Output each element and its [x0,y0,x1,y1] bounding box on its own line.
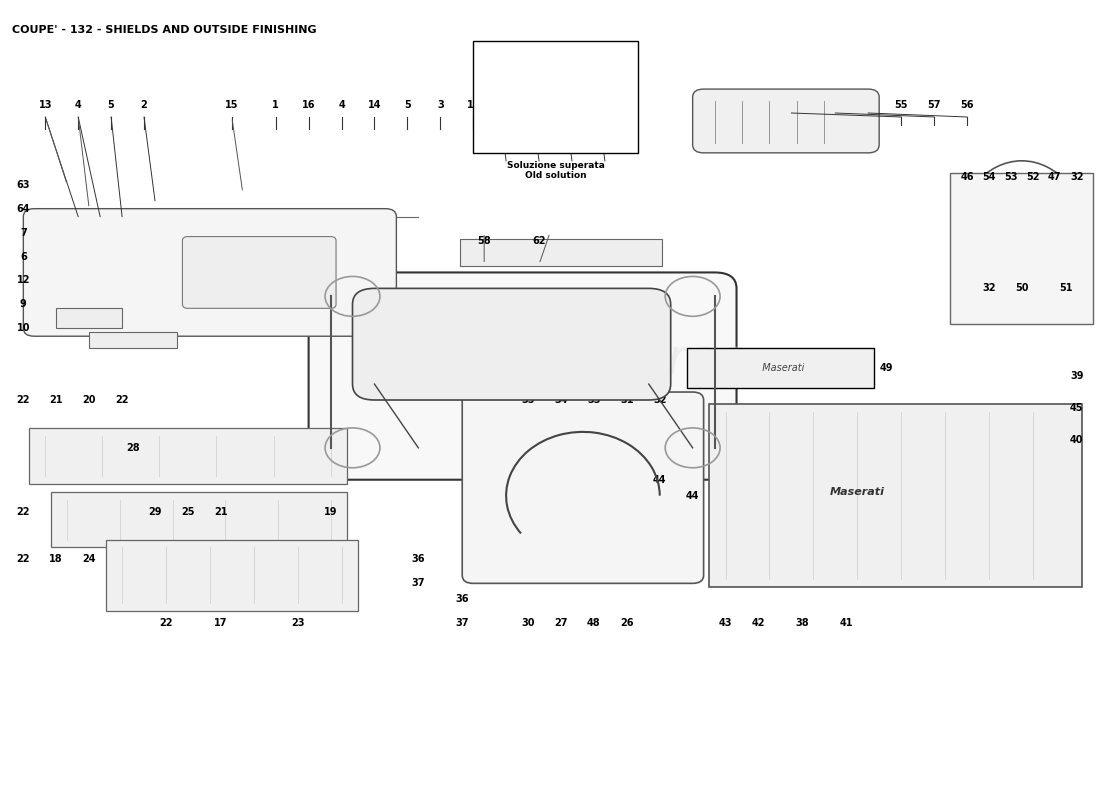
Text: 1: 1 [273,100,279,110]
Text: 26: 26 [620,618,634,628]
Text: 64: 64 [16,204,30,214]
FancyBboxPatch shape [29,428,346,484]
Text: 32: 32 [982,283,996,294]
Text: 37: 37 [411,578,425,588]
Text: 60: 60 [560,100,573,110]
FancyBboxPatch shape [950,173,1093,324]
Text: 62: 62 [532,235,546,246]
Text: 41: 41 [839,618,853,628]
Text: 18: 18 [50,554,63,565]
Text: 35: 35 [521,395,535,405]
Text: 22: 22 [16,395,30,405]
Text: 22: 22 [116,395,129,405]
Text: 22: 22 [16,554,30,565]
Text: 44: 44 [653,474,667,485]
Text: 25: 25 [182,506,195,517]
Text: 32: 32 [653,395,667,405]
Bar [56,308,122,328]
Text: COUPE' - 132 - SHIELDS AND OUTSIDE FINISHING: COUPE' - 132 - SHIELDS AND OUTSIDE FINIS… [12,26,317,35]
FancyBboxPatch shape [106,539,358,611]
Text: 22: 22 [160,618,173,628]
Text: 10: 10 [16,323,30,334]
Text: 21: 21 [50,395,63,405]
Text: 4: 4 [75,100,81,110]
Text: 15: 15 [466,100,480,110]
Text: 44: 44 [686,490,700,501]
Text: 14: 14 [367,100,382,110]
Text: 5: 5 [404,100,410,110]
Text: 4: 4 [338,100,345,110]
Text: 46: 46 [960,172,974,182]
Text: 29: 29 [148,506,162,517]
FancyBboxPatch shape [693,89,879,153]
Text: 45: 45 [1070,403,1084,413]
Text: Soluzione superata
Old solution: Soluzione superata Old solution [506,161,604,180]
Text: 31: 31 [620,395,634,405]
Text: 22: 22 [16,506,30,517]
Text: 21: 21 [214,506,228,517]
Text: 16: 16 [301,100,316,110]
Text: 56: 56 [960,100,974,110]
Text: 23: 23 [290,618,305,628]
Text: 27: 27 [554,618,568,628]
Text: 49: 49 [879,363,893,373]
Text: 5: 5 [108,100,114,110]
Text: 61: 61 [593,100,606,110]
Text: eurospares: eurospares [465,336,745,384]
Text: 24: 24 [82,554,96,565]
Text: 17: 17 [214,618,228,628]
Text: 40: 40 [1070,435,1084,445]
Text: 20: 20 [82,395,96,405]
Text: 51: 51 [1059,283,1072,294]
Text: 32: 32 [1070,172,1084,182]
Text: 34: 34 [554,395,568,405]
Bar [89,332,177,348]
Text: 7: 7 [20,227,26,238]
Text: 48: 48 [587,618,601,628]
FancyBboxPatch shape [473,42,638,153]
Text: 8: 8 [207,275,213,286]
Text: 53: 53 [1004,172,1018,182]
FancyBboxPatch shape [51,492,347,547]
FancyBboxPatch shape [460,239,662,266]
FancyBboxPatch shape [462,392,704,583]
Text: 11: 11 [226,299,239,310]
Text: 47: 47 [1048,172,1062,182]
Text: 52: 52 [1026,172,1039,182]
Text: 36: 36 [455,594,469,604]
Text: Maserati: Maserati [756,363,804,373]
FancyBboxPatch shape [309,273,737,480]
Text: 50: 50 [1015,283,1028,294]
Text: 57: 57 [927,100,940,110]
FancyBboxPatch shape [688,348,873,388]
Text: 36: 36 [411,554,425,565]
Text: 58: 58 [477,235,491,246]
Text: 13: 13 [39,100,52,110]
Text: 6: 6 [20,251,26,262]
Text: 58: 58 [494,100,507,110]
Text: 39: 39 [1070,371,1084,381]
FancyBboxPatch shape [23,209,396,336]
FancyBboxPatch shape [352,288,671,400]
Text: 43: 43 [718,618,733,628]
Text: 12: 12 [16,275,30,286]
Text: 54: 54 [982,172,996,182]
Text: 2: 2 [141,100,147,110]
Text: 55: 55 [894,100,908,110]
Text: 33: 33 [587,395,601,405]
Text: 63: 63 [16,180,30,190]
Text: 37: 37 [455,618,469,628]
Text: 3: 3 [437,100,443,110]
Text: 38: 38 [795,618,810,628]
Text: 28: 28 [126,443,140,453]
Text: 9: 9 [20,299,26,310]
FancyBboxPatch shape [710,404,1082,587]
Text: 30: 30 [521,618,535,628]
Text: 19: 19 [323,506,338,517]
Text: Maserati: Maserati [829,486,884,497]
Text: 59: 59 [527,100,540,110]
Text: 15: 15 [226,100,239,110]
FancyBboxPatch shape [183,237,336,308]
Text: 42: 42 [751,618,766,628]
